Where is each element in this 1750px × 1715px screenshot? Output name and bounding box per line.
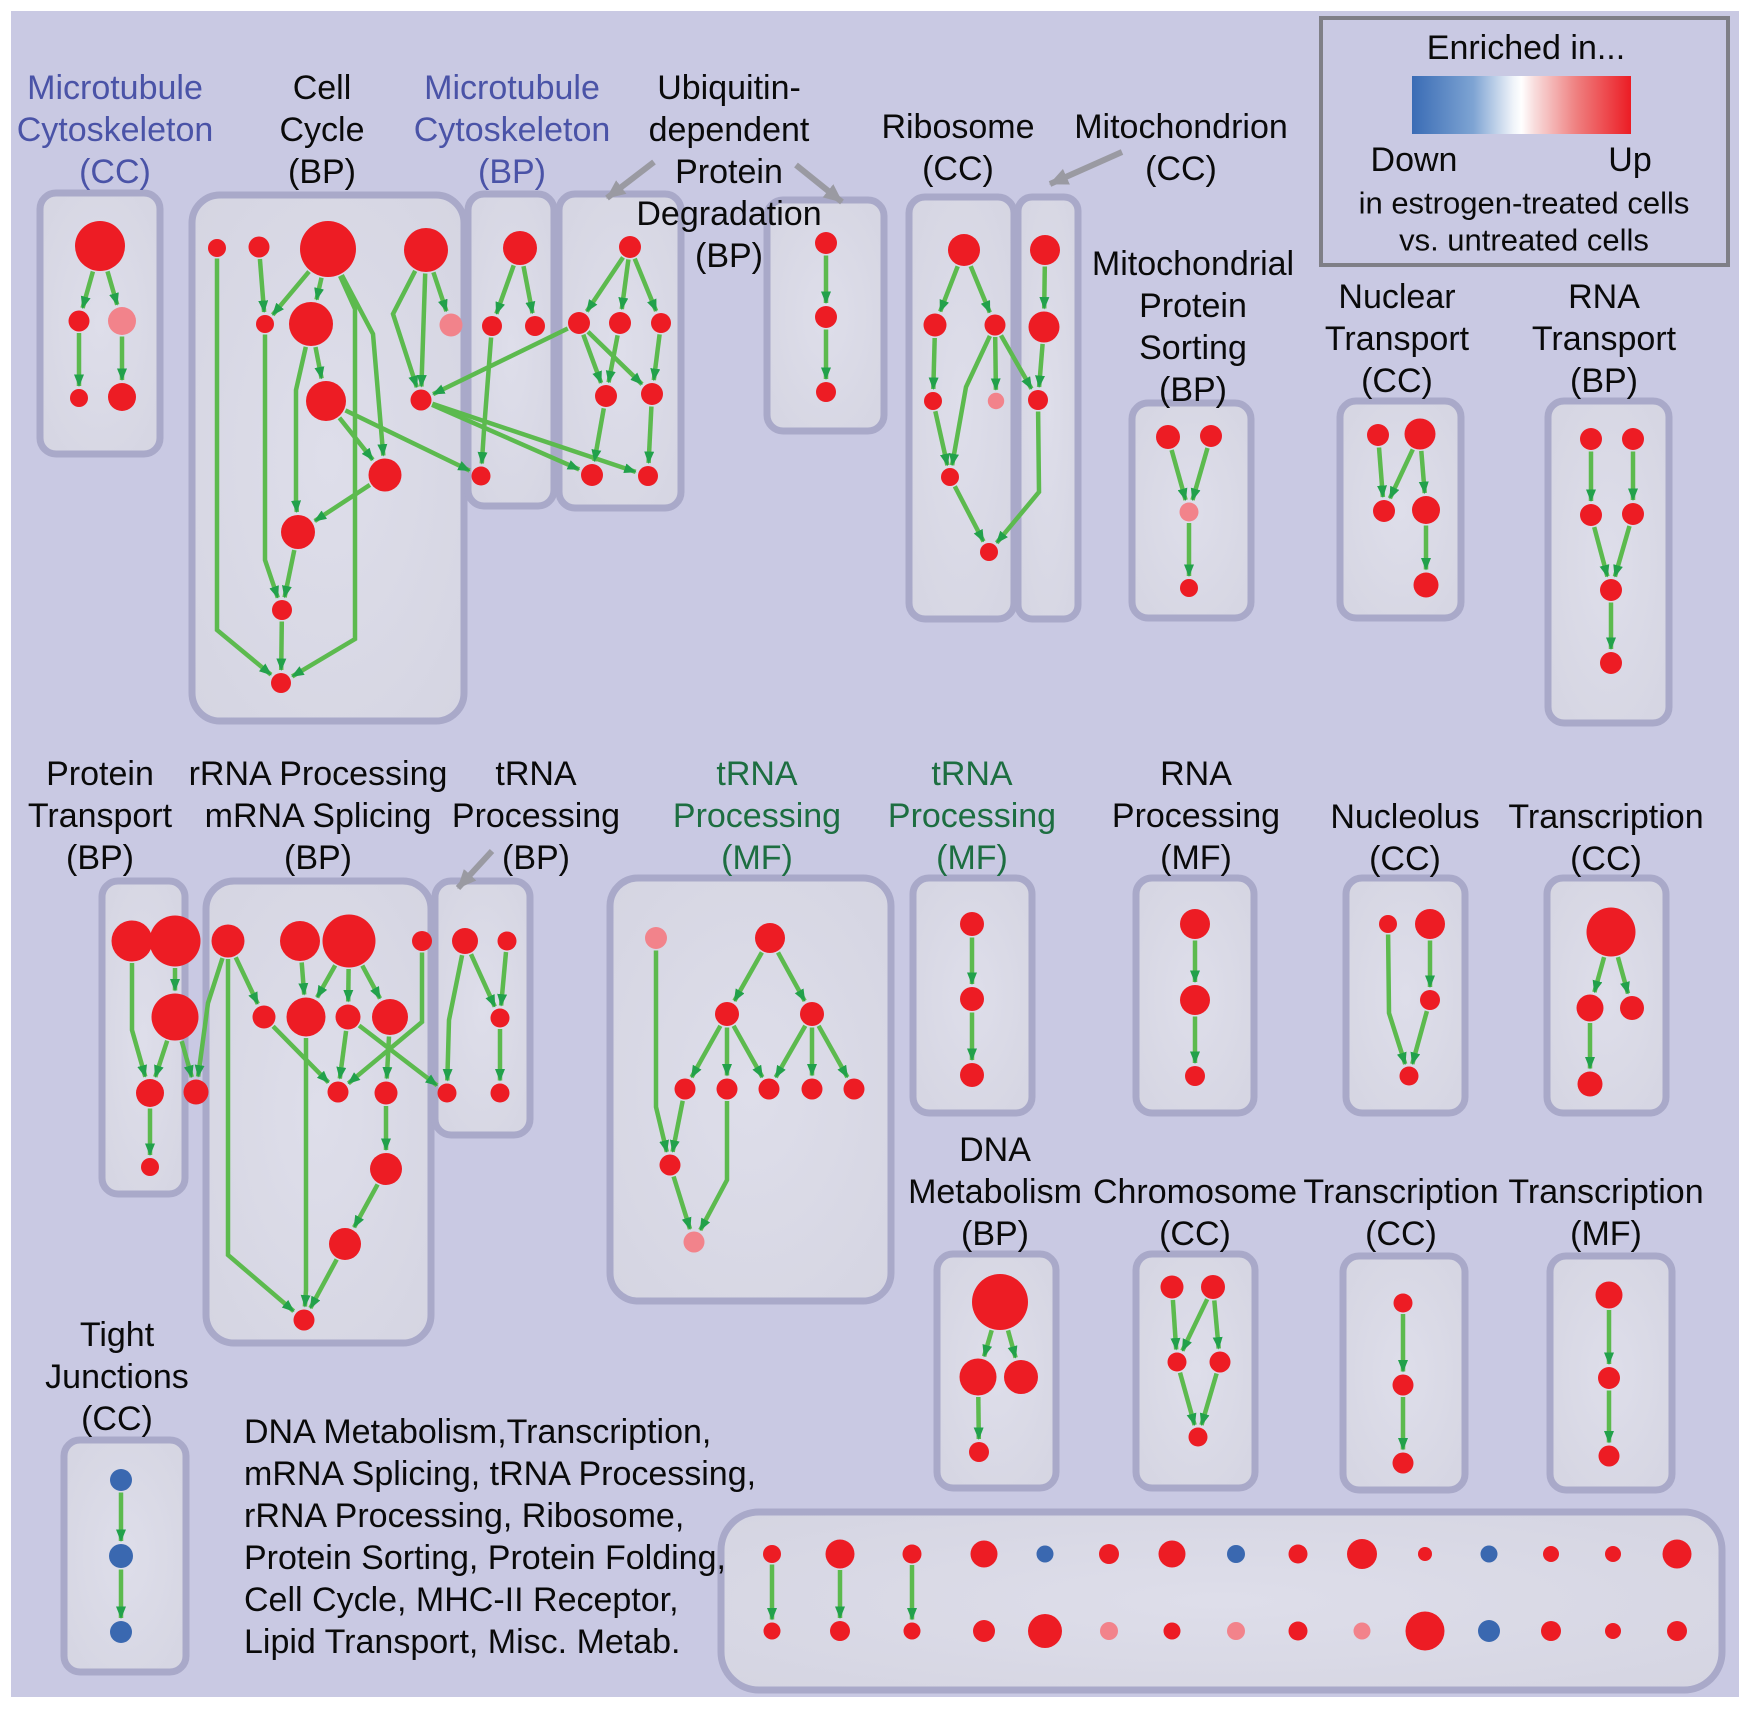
svg-text:dependent: dependent [649,111,810,149]
svg-text:Junctions: Junctions [45,1358,189,1396]
svg-text:(CC): (CC) [1145,150,1217,188]
svg-text:(BP): (BP) [288,153,356,191]
svg-text:Mitochondrion: Mitochondrion [1074,108,1288,146]
svg-text:(BP): (BP) [502,839,570,877]
svg-text:Microtubule: Microtubule [424,69,600,107]
svg-text:tRNA: tRNA [716,755,798,793]
svg-text:(BP): (BP) [1570,362,1638,400]
svg-text:(MF): (MF) [721,839,793,877]
svg-text:Sorting: Sorting [1139,329,1247,367]
svg-text:Transcription: Transcription [1508,1173,1703,1211]
svg-text:(CC): (CC) [1570,840,1642,878]
svg-text:Transcription: Transcription [1303,1173,1498,1211]
svg-text:Nuclear: Nuclear [1338,278,1455,316]
svg-text:(CC): (CC) [81,1400,153,1438]
svg-text:Ribosome: Ribosome [881,108,1034,146]
svg-text:Cytoskeleton: Cytoskeleton [17,111,214,149]
svg-text:Processing: Processing [1112,797,1280,835]
svg-text:Metabolism: Metabolism [908,1173,1082,1211]
svg-text:(CC): (CC) [922,150,994,188]
svg-text:Cell: Cell [293,69,352,107]
svg-text:Transport: Transport [28,797,173,835]
svg-text:mRNA Splicing: mRNA Splicing [205,797,432,835]
svg-text:Nucleolus: Nucleolus [1330,798,1479,836]
svg-text:tRNA: tRNA [931,755,1013,793]
svg-text:Transport: Transport [1325,320,1470,358]
svg-text:RNA: RNA [1568,278,1640,316]
svg-text:DNA Metabolism,Transcription,: DNA Metabolism,Transcription, [244,1413,711,1451]
svg-text:Transport: Transport [1532,320,1677,358]
svg-text:Processing: Processing [888,797,1056,835]
svg-text:(BP): (BP) [961,1215,1029,1253]
svg-text:Chromosome: Chromosome [1093,1173,1297,1211]
svg-text:Processing: Processing [673,797,841,835]
svg-text:(BP): (BP) [284,839,352,877]
svg-text:Enriched in...: Enriched in... [1427,29,1625,67]
svg-text:Ubiquitin-: Ubiquitin- [657,69,801,107]
svg-text:(MF): (MF) [1570,1215,1642,1253]
svg-text:Cell Cycle, MHC-II Receptor,: Cell Cycle, MHC-II Receptor, [244,1581,679,1619]
svg-text:Microtubule: Microtubule [27,69,203,107]
svg-text:Cytoskeleton: Cytoskeleton [414,111,611,149]
svg-text:Transcription: Transcription [1508,798,1703,836]
svg-text:Down: Down [1371,141,1458,179]
svg-text:(BP): (BP) [478,153,546,191]
svg-text:(MF): (MF) [936,839,1008,877]
svg-text:Mitochondrial: Mitochondrial [1092,245,1294,283]
svg-text:rRNA Processing: rRNA Processing [189,755,448,793]
svg-text:tRNA: tRNA [495,755,577,793]
svg-text:(BP): (BP) [1159,371,1227,409]
svg-text:vs. untreated cells: vs. untreated cells [1399,223,1649,258]
svg-text:(CC): (CC) [1159,1215,1231,1253]
svg-text:Processing: Processing [452,797,620,835]
svg-text:(CC): (CC) [1361,362,1433,400]
svg-text:(CC): (CC) [1365,1215,1437,1253]
svg-text:rRNA Processing, Ribosome,: rRNA Processing, Ribosome, [244,1497,684,1535]
svg-text:DNA: DNA [959,1131,1031,1169]
svg-text:Up: Up [1608,141,1651,179]
svg-text:mRNA Splicing, tRNA Processing: mRNA Splicing, tRNA Processing, [244,1455,756,1493]
svg-text:(CC): (CC) [1369,840,1441,878]
svg-text:(BP): (BP) [695,237,763,275]
svg-text:Cycle: Cycle [279,111,364,149]
svg-text:Tight: Tight [80,1316,155,1354]
svg-text:(BP): (BP) [66,839,134,877]
svg-text:Degradation: Degradation [636,195,821,233]
svg-text:Protein: Protein [46,755,154,793]
svg-text:(MF): (MF) [1160,839,1232,877]
svg-text:Lipid Transport, Misc. Metab.: Lipid Transport, Misc. Metab. [244,1623,681,1661]
svg-text:Protein Sorting, Protein Foldi: Protein Sorting, Protein Folding, [244,1539,726,1577]
svg-text:Protein: Protein [1139,287,1247,325]
svg-text:(CC): (CC) [79,153,151,191]
svg-text:Protein: Protein [675,153,783,191]
svg-text:RNA: RNA [1160,755,1232,793]
svg-text:in estrogen-treated cells: in estrogen-treated cells [1359,186,1690,221]
